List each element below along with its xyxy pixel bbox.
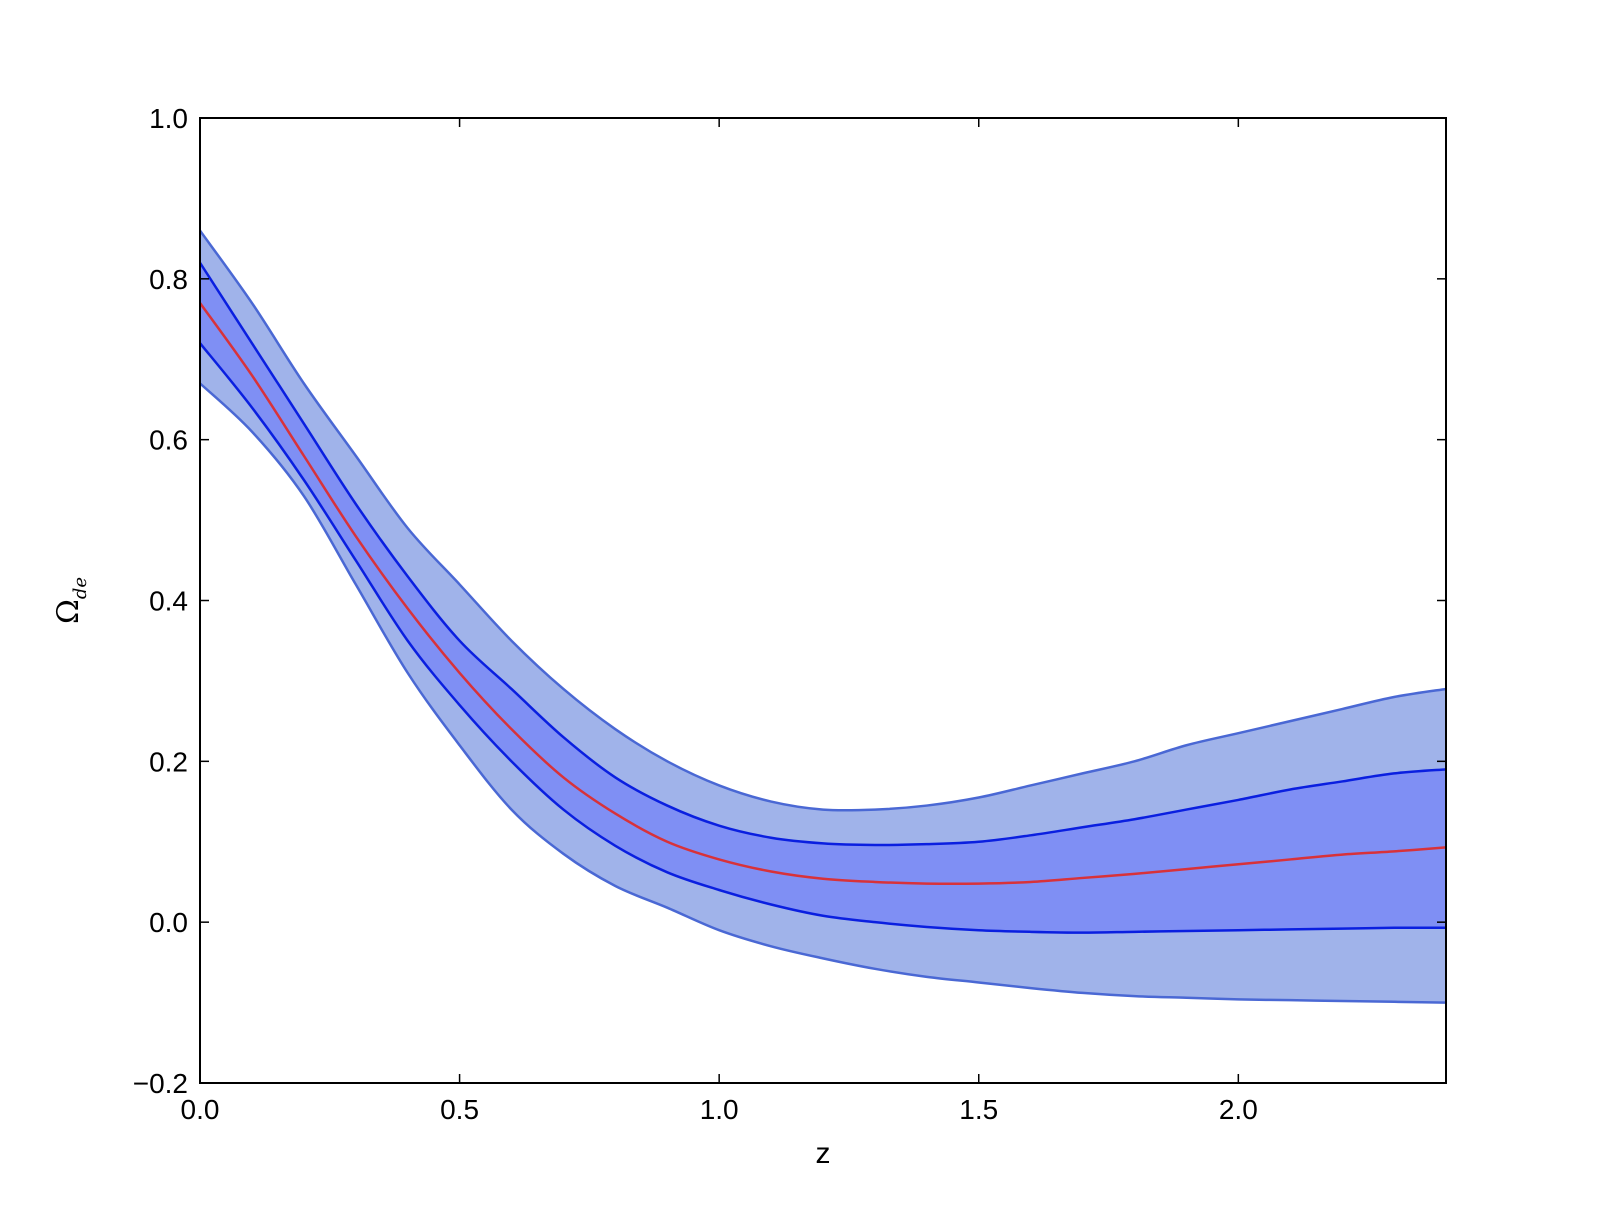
- y-tick-label: 0.8: [149, 264, 188, 295]
- y-tick-label: 0.6: [149, 425, 188, 456]
- inner-upper-line: [198, 262, 1447, 847]
- x-tick-label: 2.0: [1219, 1094, 1258, 1125]
- y-axis-label-subscript: de: [70, 577, 91, 599]
- x-tick-label: 1.5: [959, 1094, 998, 1125]
- outer-lower-line: [199, 382, 1447, 1004]
- outer-upper-line: [198, 229, 1447, 812]
- y-tick-label: 0.4: [149, 586, 188, 617]
- y-axis-label-symbol: Ω: [51, 599, 86, 624]
- series-lines: [198, 229, 1447, 1004]
- y-tick-label: 0.2: [149, 746, 188, 777]
- confidence-bands: [200, 230, 1446, 1003]
- median-line: [198, 302, 1447, 886]
- inner-confidence-band: [200, 262, 1446, 933]
- inner-lower-line: [199, 342, 1447, 934]
- x-tick-label: 0.5: [440, 1094, 479, 1125]
- y-tick-label: −0.2: [133, 1068, 188, 1099]
- axis-ticks: [199, 117, 1446, 1084]
- y-tick-label: 1.0: [149, 103, 188, 134]
- y-axis-label: Ωde: [51, 577, 91, 624]
- x-tick-label: 1.0: [700, 1094, 739, 1125]
- x-axis-label: z: [816, 1137, 831, 1170]
- x-tick-label: 0.0: [181, 1094, 220, 1125]
- axis-tick-labels: 0.0 0.5 1.0 1.5 2.0−0.20.00.20.40.60.81.0: [133, 103, 1258, 1125]
- y-tick-label: 0.0: [149, 907, 188, 938]
